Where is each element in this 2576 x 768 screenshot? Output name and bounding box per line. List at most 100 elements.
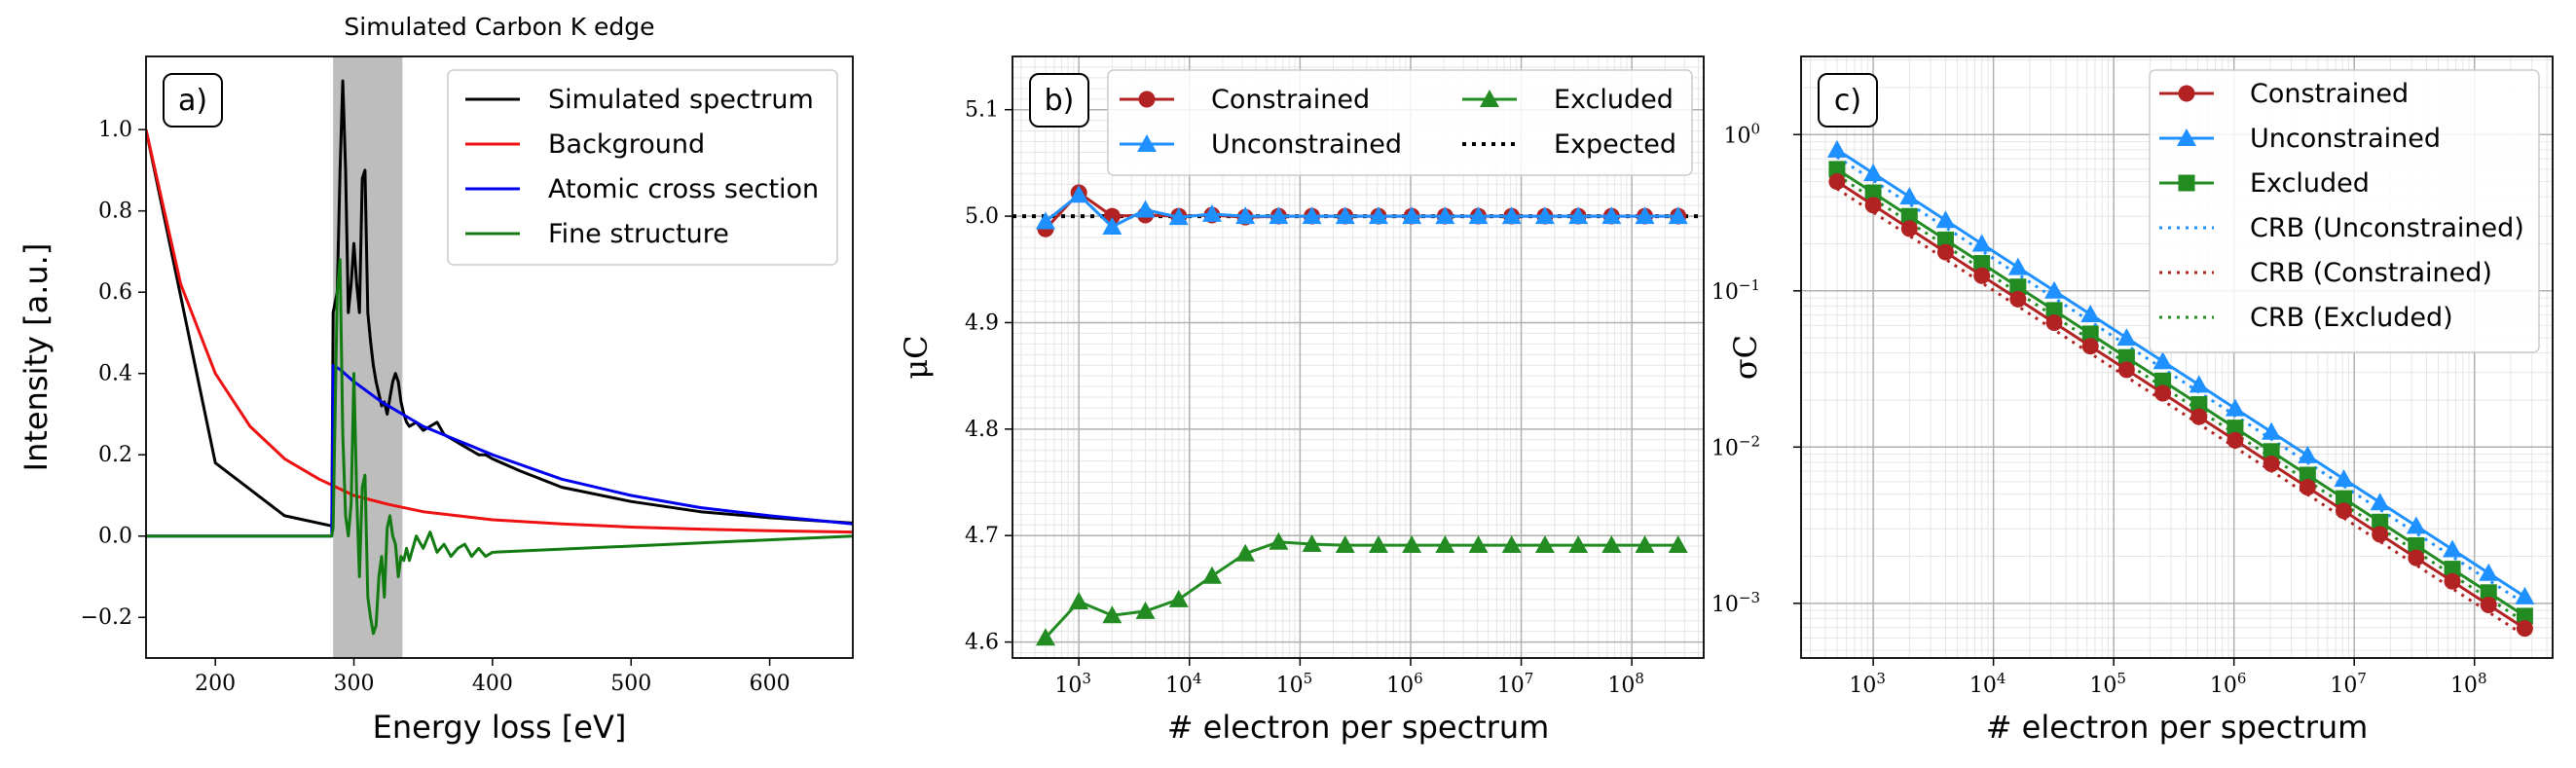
y-tick-label: 4.6 <box>965 631 999 655</box>
excluded-point <box>2408 536 2425 554</box>
unconstrained-point <box>2153 351 2173 370</box>
constrained-point <box>2263 456 2280 473</box>
unconstrained-point <box>2370 493 2390 511</box>
excluded-point <box>1828 161 1846 178</box>
excluded-point <box>2263 443 2280 460</box>
unconstrained-point <box>1601 206 1622 225</box>
unconstrained-point <box>2189 375 2209 393</box>
legend-marker <box>2178 85 2195 102</box>
y-tick-label: 10−1 <box>1711 276 1760 305</box>
unconstrained-point <box>1335 206 1355 225</box>
unconstrained-point <box>1269 206 1289 225</box>
x-axis-label: # electron per spectrum <box>1986 709 2369 746</box>
legend-label: Expected <box>1554 129 1676 160</box>
y-tick-label: 5.0 <box>965 204 999 229</box>
legend-label: Constrained <box>2250 79 2409 109</box>
x-tick-label: 400 <box>472 672 513 696</box>
legend-box <box>1107 69 1693 176</box>
series-line-atomic-cross-section <box>146 363 853 538</box>
x-tick-label: 500 <box>610 672 651 696</box>
x-tick-label: 108 <box>1607 670 1644 698</box>
legend-label: CRB (Constrained) <box>2250 258 2492 288</box>
panel-label: b) <box>1045 84 1075 118</box>
unconstrained-point <box>1135 200 1156 218</box>
unconstrained-point <box>1368 206 1388 225</box>
unconstrained-point <box>1168 207 1189 226</box>
excluded-point <box>2480 584 2497 602</box>
legend-label: Atomic cross section <box>548 174 819 204</box>
constrained-point <box>2444 572 2461 590</box>
excluded-point <box>2154 372 2172 389</box>
excluded-point <box>1435 535 1455 554</box>
excluded-point <box>1368 535 1388 554</box>
excluded-point <box>2045 302 2063 319</box>
y-tick-label: 5.1 <box>965 98 999 123</box>
excluded-point <box>1936 231 1954 248</box>
panel-a: 200 300 400 500 600 −0.2 0.0 0.2 0.4 0.6 0.8 1.0 Sim… <box>18 13 854 746</box>
excluded-point <box>1201 566 1222 584</box>
y-tick-label: 10−2 <box>1711 432 1760 460</box>
excluded-point <box>1335 535 1355 554</box>
x-tick-label: 300 <box>334 672 375 696</box>
constrained-point <box>2335 502 2352 520</box>
unconstrained-point <box>1302 206 1322 225</box>
legend-label: Excluded <box>2250 168 2370 199</box>
excluded-point <box>1035 628 1055 646</box>
x-tick-label: 108 <box>2450 670 2487 698</box>
unconstrained-point <box>1235 206 1256 225</box>
legend-marker <box>2178 174 2195 192</box>
svg-text:105: 105 <box>2089 670 2126 698</box>
y-tick-label: 0.0 <box>98 525 132 549</box>
legend-label: CRB (Excluded) <box>2250 303 2453 333</box>
unconstrained-point <box>1468 206 1489 225</box>
x-tick-label: 600 <box>750 672 791 696</box>
constrained-point <box>2516 620 2533 638</box>
legend-label: Background <box>548 129 705 160</box>
legend-marker <box>1138 91 1156 108</box>
unconstrained-point <box>2443 539 2463 558</box>
x-tick-label: 104 <box>1969 670 2006 698</box>
excluded-point <box>1601 535 1622 554</box>
excluded-point <box>1302 533 1322 552</box>
legend-label: Simulated spectrum <box>548 85 814 115</box>
x-axis-label: Energy loss [eV] <box>373 709 627 746</box>
unconstrained-point <box>1501 206 1522 225</box>
chart-title: Simulated Carbon K edge <box>344 13 654 41</box>
excluded-point <box>2009 278 2027 296</box>
legend-marker <box>1137 134 1157 152</box>
panel-c: 103 104 105 106 107 108 10−3 10−2 10−1 100 # elect… <box>1711 55 2554 746</box>
constrained-point <box>1973 267 1991 284</box>
excluded-point <box>1534 535 1555 554</box>
excluded-point <box>1402 535 1422 554</box>
plot-area-a <box>146 79 853 636</box>
constrained-point <box>2045 314 2063 332</box>
excluded-point <box>1102 605 1122 624</box>
x-tick-label: 103 <box>1054 670 1091 698</box>
excluded-point <box>1135 601 1156 619</box>
panel-label-box <box>163 73 223 128</box>
constrained-point <box>1900 220 1918 238</box>
x-tick-label: 105 <box>1276 670 1313 698</box>
axes-frame-a <box>145 55 854 659</box>
x-tick-label: 104 <box>1165 670 1202 698</box>
excluded-point <box>2081 325 2099 343</box>
unconstrained-point <box>2298 445 2318 463</box>
excluded-point <box>2372 513 2389 530</box>
y-axis-label: μC <box>898 335 935 379</box>
unconstrained-point <box>1201 203 1222 222</box>
series-line-excluded <box>1044 540 1678 640</box>
svg-text:104: 104 <box>1165 670 1202 698</box>
x-axis-label: # electron per spectrum <box>1167 709 1550 746</box>
y-tick-label: −0.2 <box>81 605 132 630</box>
unconstrained-point <box>2080 304 2101 322</box>
unconstrained-point <box>1668 206 1688 225</box>
svg-text:10−3: 10−3 <box>1711 589 1760 617</box>
unconstrained-point <box>2225 398 2245 417</box>
unconstrained-point <box>2116 328 2137 347</box>
constrained-point <box>2190 408 2208 425</box>
excluded-point <box>1864 184 1882 201</box>
x-tick-label: 107 <box>1497 670 1534 698</box>
excluded-point <box>1468 535 1489 554</box>
constrained-point <box>2408 549 2425 567</box>
excluded-point <box>2190 395 2208 413</box>
